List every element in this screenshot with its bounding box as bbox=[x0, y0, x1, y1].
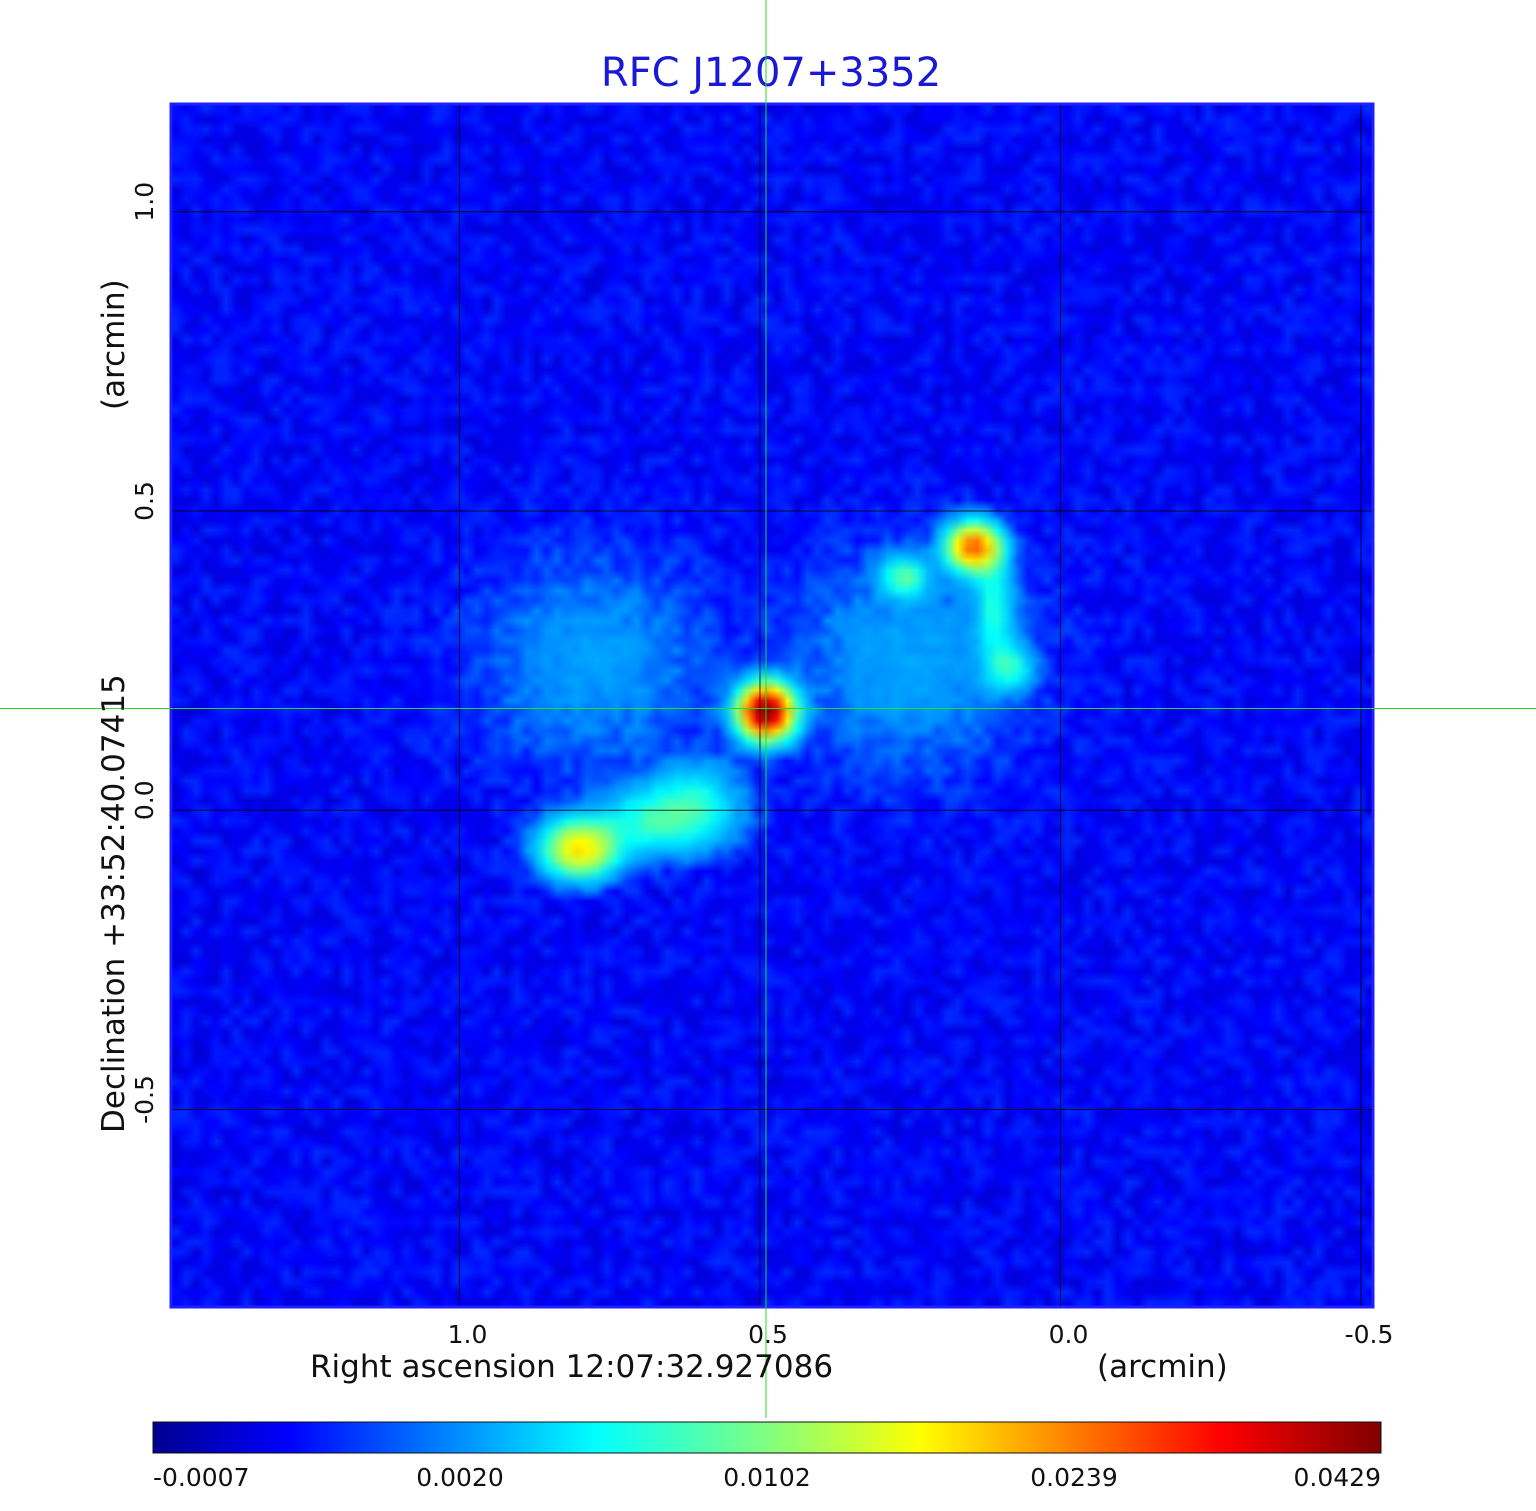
x-tick-label: -0.5 bbox=[1345, 1320, 1394, 1349]
y-tick-label: 1.0 bbox=[130, 182, 159, 222]
y-axis-unit: (arcmin) bbox=[96, 279, 132, 410]
colorbar-tick-label: 0.0429 bbox=[1294, 1463, 1381, 1492]
colorbar-tick-label: 0.0102 bbox=[723, 1463, 810, 1492]
x-tick-label: 0.5 bbox=[748, 1320, 788, 1349]
chart-title: RFC J1207+3352 bbox=[601, 50, 941, 96]
heatmap-image bbox=[171, 104, 1373, 1307]
colorbar-tick-label: 0.0020 bbox=[416, 1463, 503, 1492]
y-tick-label: -0.5 bbox=[130, 1075, 159, 1124]
colorbar bbox=[152, 1421, 1382, 1454]
y-tick-label: 0.5 bbox=[130, 481, 159, 521]
crosshair bbox=[0, 0, 1536, 1418]
colorbar-tick-labels: -0.0007 0.0020 0.0102 0.0239 0.0429 bbox=[153, 1463, 1381, 1492]
colorbar-tick-label: 0.0239 bbox=[1030, 1463, 1117, 1492]
y-tick-labels: -0.5 0.0 0.5 1.0 bbox=[130, 182, 159, 1124]
y-axis-label: Declination +33:52:40.07415 bbox=[96, 674, 132, 1133]
x-tick-label: 0.0 bbox=[1049, 1320, 1089, 1349]
x-tick-label: 1.0 bbox=[448, 1320, 488, 1349]
plot-frame bbox=[169, 102, 1375, 1309]
x-tick-labels: 1.0 0.5 0.0 -0.5 bbox=[448, 1320, 1394, 1349]
x-axis-unit: (arcmin) bbox=[1097, 1349, 1228, 1385]
colorbar-tick-label: -0.0007 bbox=[153, 1463, 250, 1492]
x-axis-label: Right ascension 12:07:32.927086 bbox=[310, 1349, 833, 1385]
y-tick-label: 0.0 bbox=[130, 780, 159, 820]
grid-lines bbox=[171, 104, 1373, 1307]
